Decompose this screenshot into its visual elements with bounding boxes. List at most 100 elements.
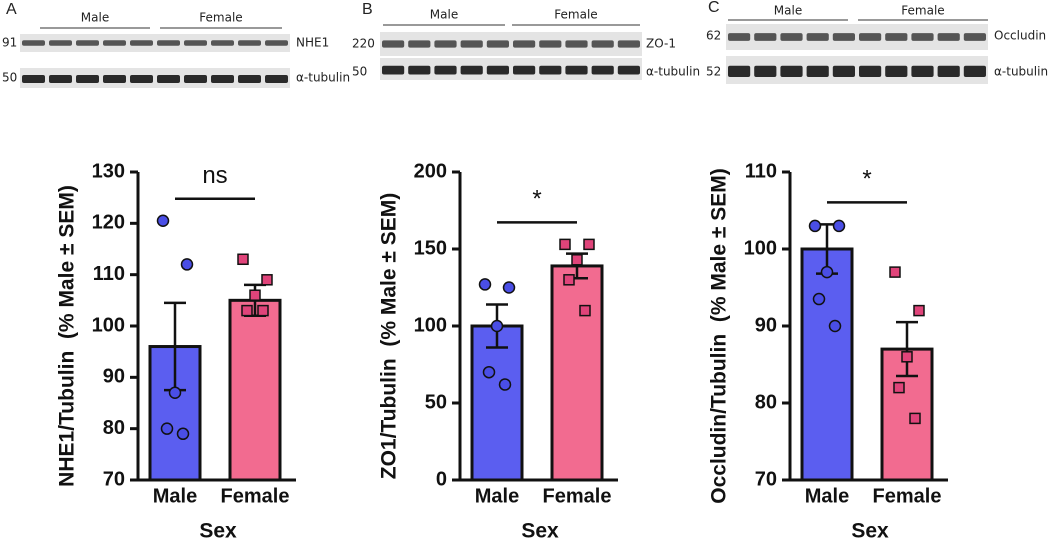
data-point (563, 274, 575, 286)
blot-band (513, 40, 536, 48)
protein-label: Occludin (994, 29, 1046, 43)
y-tick-label: 90 (103, 366, 125, 388)
y-tick-label: 150 (414, 237, 447, 259)
data-point (498, 378, 512, 391)
data-point (889, 266, 901, 278)
data-point (490, 319, 504, 333)
blot-group-label: Male (774, 4, 802, 18)
y-tick-label: 0 (436, 468, 447, 490)
data-point (261, 274, 273, 286)
data-point (160, 422, 174, 435)
blot-band (460, 65, 483, 75)
blot-band (728, 65, 751, 77)
y-tick-label: 70 (103, 468, 125, 490)
error-bar (896, 320, 918, 378)
blot-band (754, 65, 777, 77)
blot-band (238, 40, 261, 46)
data-point (828, 319, 842, 333)
y-tick-label: 100 (414, 314, 447, 336)
y-axis-label: NHE1/Tubulin (% Male ± SEM) (56, 185, 79, 487)
data-point (571, 254, 583, 266)
data-point (812, 292, 826, 306)
data-point (180, 258, 194, 271)
data-point (482, 365, 496, 379)
blot-band (617, 40, 640, 48)
blot-band (859, 33, 882, 41)
blot-band (780, 33, 803, 41)
y-tick-label: 90 (755, 314, 777, 336)
blot-group-label: Male (430, 8, 458, 22)
blot-band (911, 33, 934, 41)
data-point (579, 304, 591, 317)
blot-band (859, 65, 882, 77)
data-point (156, 214, 170, 228)
protein-label: α-tubulin (994, 65, 1048, 79)
mw-marker: 91 (2, 36, 17, 50)
blot-group-label: Male (81, 11, 109, 25)
blot-band (486, 40, 509, 48)
blot-band (806, 65, 829, 77)
x-axis-label: Sex (521, 520, 559, 543)
mw-marker: 62 (706, 29, 721, 43)
blot-band (434, 40, 457, 48)
data-point (583, 238, 595, 251)
x-tick-label: Male (153, 485, 197, 507)
data-point (909, 412, 921, 425)
data-point (502, 281, 516, 294)
blot-band (591, 40, 614, 48)
data-point (808, 219, 822, 233)
blot-band (265, 75, 288, 83)
panel-letter: B (362, 1, 373, 18)
bar (228, 298, 282, 482)
blot-strip (20, 34, 290, 52)
blot-band (539, 40, 562, 48)
blot-band (157, 40, 180, 46)
blot-band (22, 75, 45, 83)
blot-band (103, 75, 126, 83)
blot-band (49, 75, 72, 83)
blot-band (211, 75, 234, 83)
blot-band (780, 65, 803, 77)
data-point (176, 427, 190, 441)
data-point (901, 351, 913, 363)
blot-band (76, 40, 99, 46)
x-tick-label: Female (873, 485, 942, 507)
y-tick-label: 200 (414, 160, 447, 182)
mw-marker: 50 (2, 71, 17, 85)
blot-band (486, 65, 509, 75)
protein-label: α-tubulin (646, 65, 700, 79)
blot-group-label: Female (901, 4, 944, 18)
blot-band (539, 65, 562, 75)
bar (800, 247, 854, 482)
blot-band (937, 33, 960, 41)
protein-label: ZO-1 (646, 37, 676, 51)
blot-band (382, 65, 405, 75)
blot-band (49, 40, 72, 46)
data-point (559, 238, 571, 251)
blot-band (513, 65, 536, 75)
blot-group-label: Female (554, 8, 597, 22)
data-point (249, 289, 261, 301)
x-tick-label: Male (805, 485, 849, 507)
protein-label: NHE1 (296, 36, 329, 50)
x-axis-label: Sex (851, 520, 889, 543)
blot-band (76, 75, 99, 83)
significance-label: * (532, 186, 541, 213)
blot-band (103, 40, 126, 46)
y-tick-label: 110 (745, 160, 777, 182)
blot-group-label: Female (199, 11, 242, 25)
y-tick-label: 70 (755, 468, 777, 490)
y-tick-label: 50 (425, 391, 447, 413)
y-tick-label: 120 (92, 212, 125, 234)
data-point (168, 386, 182, 399)
blot-band (937, 65, 960, 77)
blot-band (460, 40, 483, 48)
y-axis-label: ZO1/Tubulin (% Male ± SEM) (378, 193, 401, 479)
blot-band (157, 75, 180, 83)
blot-band (806, 33, 829, 41)
y-tick-label: 80 (755, 391, 777, 413)
panel-letter: A (6, 1, 17, 18)
x-tick-label: Female (221, 485, 290, 507)
blot-band (617, 65, 640, 75)
